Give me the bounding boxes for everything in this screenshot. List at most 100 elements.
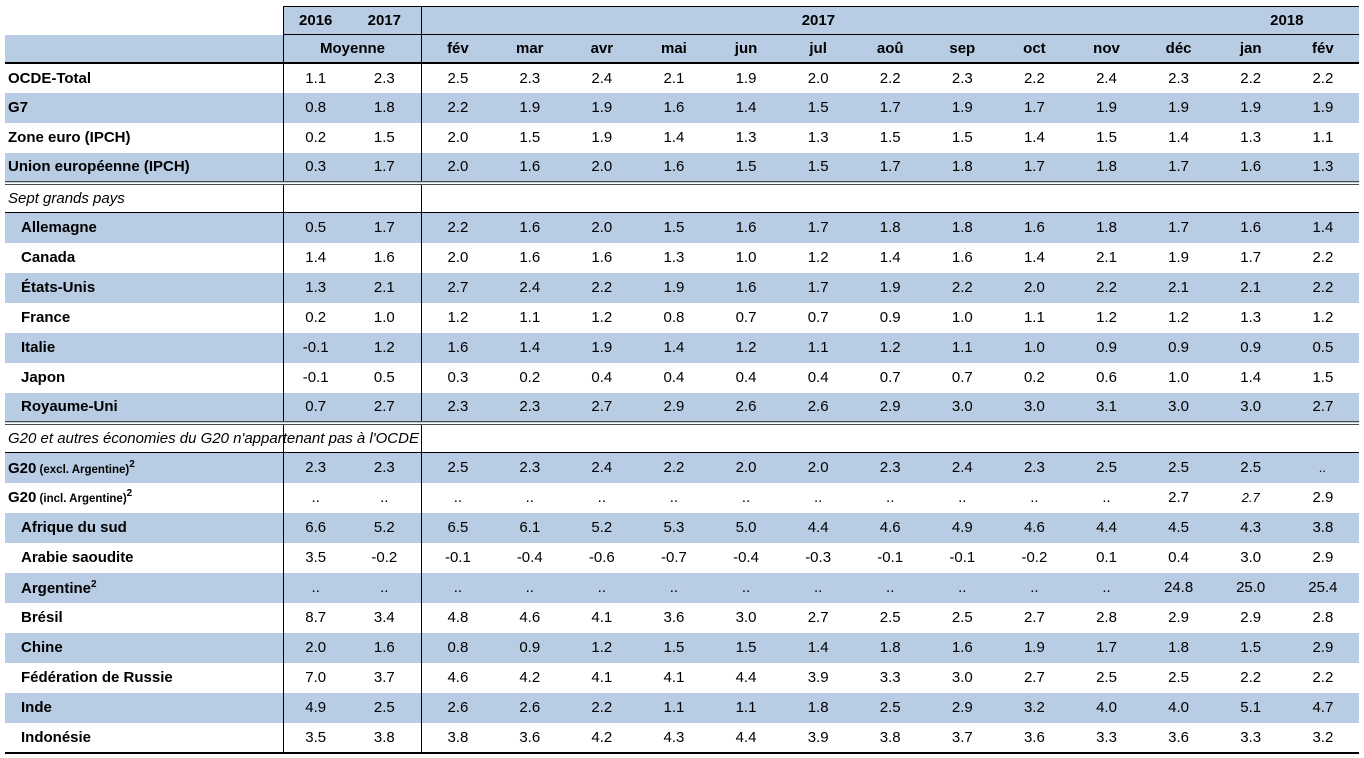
month-value-cell: 1.5 <box>1214 632 1287 663</box>
month-value-cell: 3.0 <box>998 392 1071 425</box>
month-value-cell: 4.1 <box>591 609 613 626</box>
month-value-cell: 1.5 <box>709 152 783 185</box>
month-value-cell: 2.2 <box>637 452 710 483</box>
month-value-cell: 0.9 <box>1214 332 1287 363</box>
month-value-cell: 0.5 <box>1286 332 1359 363</box>
month-value-cell: -0.1 <box>949 549 976 566</box>
row-label-cell: France <box>5 302 284 333</box>
month-value-cell: 1.4 <box>493 332 566 363</box>
table-head: 2016 2017 2017 2018 Moyenne fév mar avr mai jun ju… <box>5 6 1359 64</box>
month-value-cell: 1.2 <box>807 249 829 266</box>
month-value-cell: 2.0 <box>565 152 638 185</box>
month-value-cell: 4.4 <box>735 669 757 686</box>
avg-2017-cell: 1.5 <box>347 122 423 153</box>
avg-2017-cell: 1.8 <box>347 92 423 123</box>
month-header: fév <box>1286 34 1359 64</box>
month-value-cell: .. <box>669 489 679 506</box>
month-value-cell: .. <box>453 489 463 506</box>
avg-2016-cell: 3.5 <box>283 722 348 754</box>
avg-2017-cell: 1.6 <box>347 632 423 663</box>
month-header: jan <box>1214 34 1287 64</box>
month-value-cell: 0.7 <box>807 309 829 326</box>
month-value-cell: 2.2 <box>926 272 999 303</box>
month-value-cell: 3.0 <box>1214 392 1287 425</box>
month-value-cell: 0.6 <box>1096 369 1117 386</box>
year-2017-header: 2017 <box>347 6 423 35</box>
row-label-footnote: 2 <box>126 488 133 500</box>
month-value-cell: 1.8 <box>1142 632 1215 663</box>
month-value-cell: 2.8 <box>1096 609 1117 626</box>
month-value-cell: 1.6 <box>493 152 566 185</box>
month-value-cell: 1.2 <box>709 332 783 363</box>
section-label-cell: Sept grands pays <box>5 182 284 213</box>
moyenne-header: Moyenne <box>283 34 423 64</box>
month-value-cell: 0.7 <box>735 309 757 326</box>
avg-2016-cell: -0.1 <box>302 369 329 386</box>
row-label-cell: Indonésie <box>5 722 284 754</box>
row-label-text: Afrique du sud <box>21 519 127 536</box>
month-value-cell: 1.5 <box>951 129 973 146</box>
month-header: nov <box>1070 34 1143 64</box>
avg-2016-cell: 2.0 <box>283 632 348 663</box>
month-value-cell: 0.4 <box>807 369 829 386</box>
row-label-cell: Afrique du sud <box>5 512 284 543</box>
month-header: sep <box>926 34 999 64</box>
month-value-cell: 2.5 <box>421 452 494 483</box>
month-value-cell: 1.4 <box>1168 129 1190 146</box>
month-value-cell: 2.9 <box>1286 632 1359 663</box>
month-value-cell: 1.7 <box>782 212 855 243</box>
month-value-cell: 0.4 <box>591 369 613 386</box>
avg-2016-cell: 0.8 <box>283 92 348 123</box>
avg-2017-cell: 1.7 <box>347 152 423 185</box>
avg-2016-cell: 8.7 <box>305 609 327 626</box>
month-value-cell: 1.7 <box>1240 249 1262 266</box>
month-value-cell: 1.6 <box>709 212 783 243</box>
month-value-cell: 1.6 <box>709 272 783 303</box>
month-value-cell: 1.9 <box>1286 92 1359 123</box>
month-value-cell: 1.1 <box>926 332 999 363</box>
month-value-cell: .. <box>782 572 855 603</box>
month-value-cell: 1.6 <box>637 152 710 185</box>
month-value-cell: 1.2 <box>854 332 927 363</box>
month-value-cell: 2.6 <box>709 392 783 425</box>
month-value-cell: 5.2 <box>565 512 638 543</box>
month-value-cell: 2.0 <box>998 272 1071 303</box>
avg-2016-cell: 3.5 <box>305 549 327 566</box>
month-value-cell: 2.1 <box>1214 272 1287 303</box>
band-2017-header: 2017 <box>421 6 1215 35</box>
month-value-cell: 0.8 <box>663 309 685 326</box>
row-label-text: France <box>21 309 71 326</box>
month-value-cell: 1.4 <box>1286 212 1359 243</box>
row-label-cell: États-Unis <box>5 272 284 303</box>
row-label-cell: G7 <box>5 92 284 123</box>
month-header: mai <box>637 34 710 64</box>
month-value-cell: 2.2 <box>1240 69 1262 87</box>
month-value-cell: -0.4 <box>516 549 543 566</box>
month-value-cell: 2.9 <box>854 392 927 425</box>
avg-2016-cell: 2.3 <box>283 452 348 483</box>
month-value-cell: 0.8 <box>421 632 494 663</box>
month-value-cell: 2.5 <box>1096 669 1117 686</box>
month-value-cell: 1.7 <box>854 92 927 123</box>
month-value-cell: 1.9 <box>926 92 999 123</box>
month-value-cell: 2.2 <box>1312 69 1334 87</box>
month-value-cell: 4.0 <box>1142 692 1215 723</box>
month-header: déc <box>1142 34 1215 64</box>
month-value-cell: 1.9 <box>1142 92 1215 123</box>
row-label-cell: Zone euro (IPCH) <box>5 122 284 153</box>
month-value-cell: 1.5 <box>709 632 783 663</box>
month-value-cell: 2.1 <box>1142 272 1215 303</box>
section-row: G20 et autres économies du G20 n'apparte… <box>5 422 1359 453</box>
month-value-cell: 1.2 <box>1168 309 1190 326</box>
month-value-cell: 2.2 <box>421 212 494 243</box>
row-label-text: Inde <box>21 699 52 716</box>
month-value-cell: 1.6 <box>519 249 541 266</box>
avg-2016-cell: 0.2 <box>305 129 327 146</box>
header-month-row: Moyenne fév mar avr mai jun jul aoû sep oct nov déc… <box>5 34 1359 64</box>
avg-2017-cell: 3.7 <box>347 662 423 693</box>
row-label-cell: Royaume-Uni <box>5 392 284 425</box>
month-value-cell: 2.3 <box>951 69 973 87</box>
month-value-cell: 2.7 <box>807 609 829 626</box>
month-value-cell: 3.0 <box>735 609 757 626</box>
